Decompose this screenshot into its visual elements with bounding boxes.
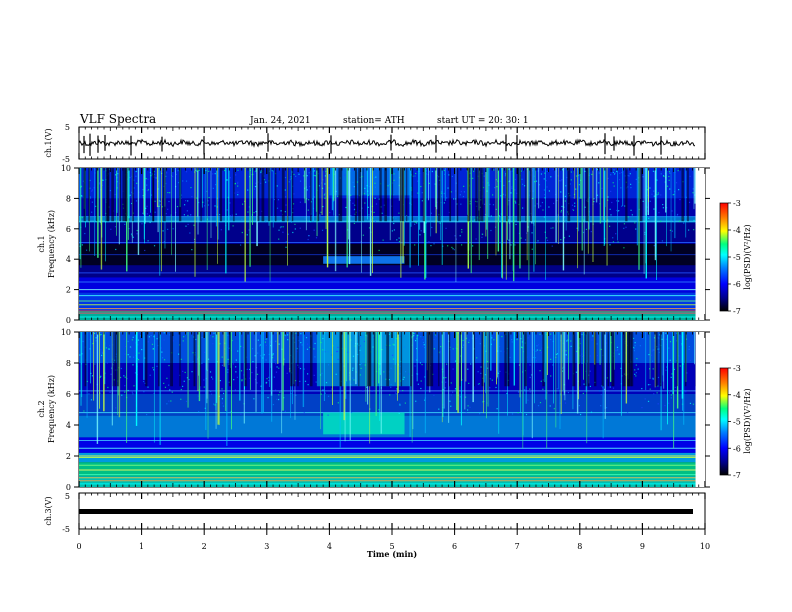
freq-tick-label: 0	[66, 483, 71, 492]
colorbar-tick-label: -5	[733, 418, 741, 427]
station-label: station= ATH	[343, 116, 405, 126]
ch2-spectrogram-panel: 10 8 6 4 2 0 ch.2 Frequency (kHz)	[37, 328, 710, 492]
freq-tick-label: 4	[66, 421, 71, 430]
figure-title: VLF Spectra	[79, 112, 156, 126]
ch3-voltage-panel: 5 -5 ch.3(V)	[44, 492, 706, 534]
colorbar-tick-label: -4	[733, 226, 741, 235]
date-label: Jan. 24, 2021	[249, 116, 311, 126]
x-tick-label: 5	[389, 542, 394, 551]
ch1-spec-ylabel-channel: ch.1	[37, 235, 46, 252]
freq-tick-label: 6	[66, 225, 71, 234]
colorbar-tick-label: -3	[733, 364, 741, 373]
x-tick-label: 0	[76, 542, 81, 551]
time-axis: 0 1 2 3 4 5 6 7 8 9 10	[76, 529, 710, 551]
x-tick-label: 9	[640, 542, 645, 551]
ch2-colorbar: -3 -4 -5 -6 -7 log(PSD)(V²/Hz)	[719, 364, 752, 480]
colorbar-tick-label: -7	[733, 307, 741, 316]
ch2-spectrogram	[79, 332, 705, 487]
x-axis-label: Time (min)	[367, 549, 417, 559]
colorbar-tick-label: -7	[733, 471, 741, 480]
x-tick-label: 4	[327, 542, 332, 551]
freq-tick-label: 2	[66, 452, 71, 461]
ch1-voltage-spikes	[83, 133, 662, 156]
freq-tick-label: 6	[66, 390, 71, 399]
x-tick-label: 1	[139, 542, 144, 551]
ch1-voltage-trace	[78, 138, 696, 148]
x-tick-label: 10	[700, 542, 710, 551]
ch1-voltage-tick-top: 5	[65, 123, 70, 132]
ch1-spectrogram	[79, 168, 705, 320]
ch1-voltage-panel: 5 -5 ch.1(V)	[44, 123, 706, 164]
x-tick-label: 2	[202, 542, 207, 551]
ch1-spec-ylabel-frequency: Frequency (kHz)	[47, 210, 56, 278]
x-tick-label: 6	[452, 542, 457, 551]
colorbar-tick-label: -5	[733, 253, 741, 262]
freq-tick-label: 2	[66, 286, 71, 295]
ch2-spec-ylabel-channel: ch.2	[37, 400, 46, 417]
ch2-colorbar-label: log(PSD)(V²/Hz)	[743, 388, 752, 453]
ch1-colorbar: -3 -4 -5 -6 -7 log(PSD)(V²/Hz)	[719, 199, 752, 316]
x-tick-label: 3	[264, 542, 269, 551]
freq-tick-label: 8	[66, 359, 71, 368]
start-ut-label: start UT = 20: 30: 1	[437, 116, 529, 126]
ch2-spec-ylabel-frequency: Frequency (kHz)	[47, 375, 56, 443]
colorbar-tick-label: -6	[733, 280, 741, 289]
freq-tick-label: 10	[61, 164, 71, 173]
freq-tick-label: 4	[66, 255, 71, 264]
ch1-voltage-ylabel: ch.1(V)	[44, 128, 53, 157]
ch3-voltage-tick-bottom: -5	[62, 525, 70, 534]
freq-tick-label: 10	[61, 328, 71, 337]
freq-tick-label: 8	[66, 194, 71, 203]
ch3-voltage-tick-top: 5	[65, 492, 70, 501]
freq-tick-label: 0	[66, 316, 71, 325]
colorbar-tick-label: -6	[733, 444, 741, 453]
ch3-voltage-trace	[79, 509, 693, 514]
colorbar-tick-label: -4	[733, 391, 741, 400]
ch1-voltage-tick-bottom: -5	[62, 155, 70, 164]
ch1-colorbar-label: log(PSD)(V²/Hz)	[743, 224, 752, 289]
x-tick-label: 7	[515, 542, 520, 551]
x-tick-label: 8	[577, 542, 582, 551]
colorbar-tick-label: -3	[733, 199, 741, 208]
time-minor-ticks	[78, 127, 706, 529]
ch3-voltage-ylabel: ch.3(V)	[44, 496, 53, 525]
ch1-spectrogram-panel: 10 8 6 4 2 0 ch.1 Frequency (kHz)	[37, 164, 710, 325]
